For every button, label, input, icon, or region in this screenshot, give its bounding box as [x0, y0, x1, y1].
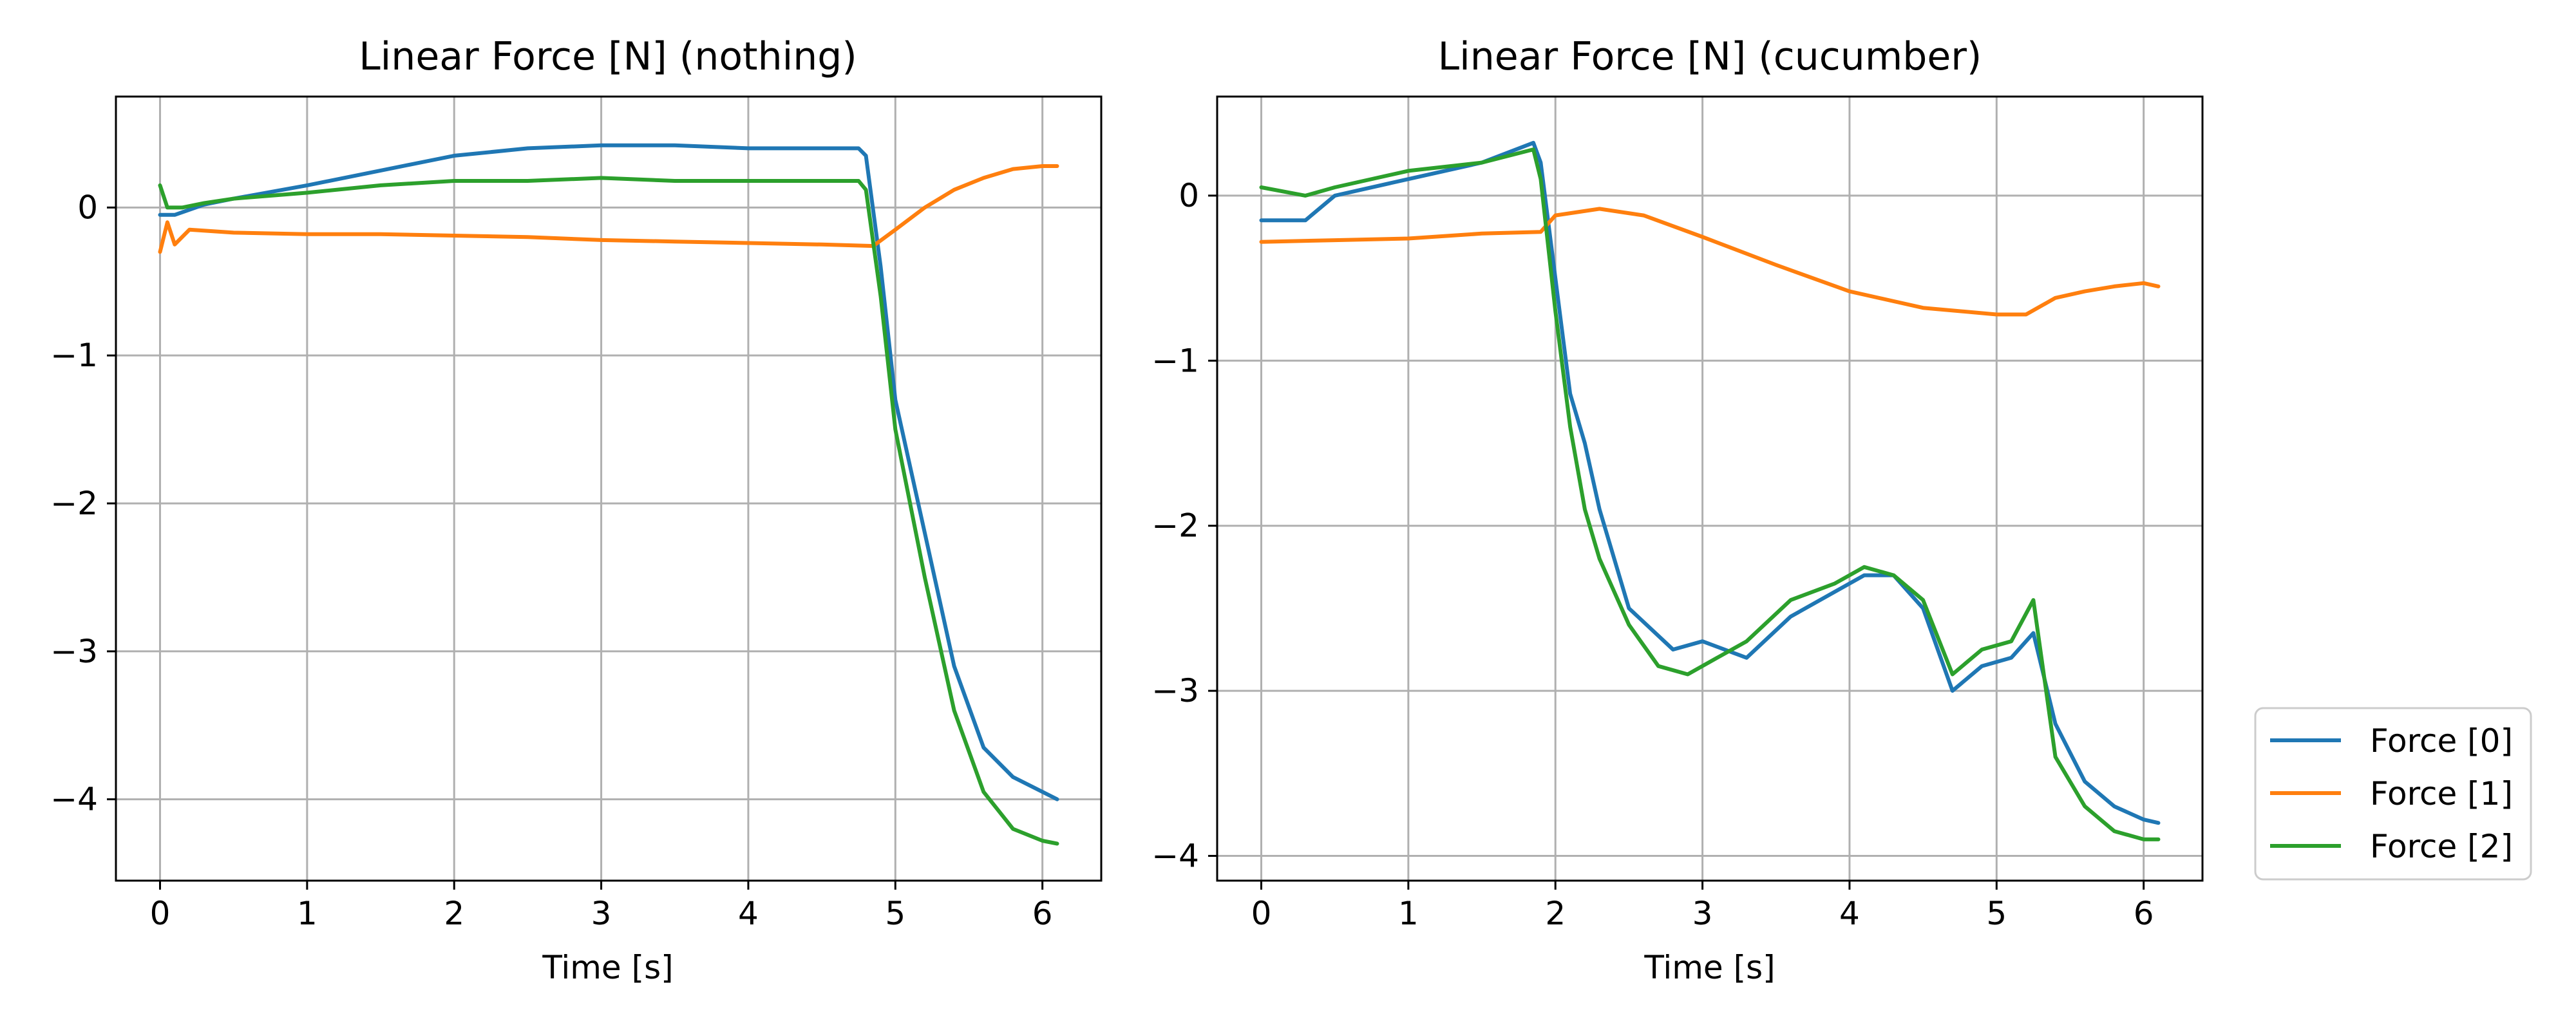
plot-area [158, 143, 1059, 846]
legend-entry: Force [1] [2270, 775, 2513, 812]
x-tick-label: 2 [1545, 895, 1566, 932]
x-tick-label: 3 [1692, 895, 1713, 932]
grid [1217, 97, 2202, 881]
chart-title: Linear Force [N] (nothing) [359, 34, 857, 79]
y-tick-label: −3 [1151, 672, 1199, 709]
series-line-force-1 [1259, 207, 2161, 317]
legend-entry: Force [0] [2270, 722, 2513, 760]
legend: Force [0] Force [1] Force [2] [2254, 707, 2532, 881]
x-tick-label: 0 [150, 895, 171, 932]
y-tick-label: −2 [1151, 507, 1199, 545]
y-tick-label: −3 [50, 633, 98, 670]
y-tick-label: −2 [50, 485, 98, 522]
plot-area [1259, 140, 2161, 841]
axes-frame [1216, 95, 2204, 882]
series-line-force-2 [158, 176, 1059, 846]
x-tick-label: 5 [885, 895, 905, 932]
x-tick-label: 1 [1398, 895, 1419, 932]
axes: 0 1 2 3 4 5 6 0 −1 −2 −3 −4 [50, 95, 1103, 932]
series-line-force-1 [158, 164, 1059, 254]
x-tick-label: 6 [2134, 895, 2154, 932]
legend-frame [2254, 707, 2532, 881]
x-tick-label: 4 [738, 895, 759, 932]
grid [116, 97, 1101, 881]
y-tick-label: 0 [77, 189, 98, 226]
axes-frame [115, 95, 1103, 882]
x-axis-label: Time [s] [542, 949, 673, 986]
legend-entry: Force [2] [2270, 828, 2513, 865]
x-tick-label: 0 [1251, 895, 1272, 932]
series-line-force-0 [1259, 140, 2161, 825]
y-tick-label: −4 [50, 781, 98, 818]
y-tick-label: −1 [50, 337, 98, 374]
x-tick-label: 4 [1839, 895, 1860, 932]
x-tick-label: 2 [444, 895, 464, 932]
y-tick-label: −1 [1151, 342, 1199, 379]
x-axis-label: Time [s] [1643, 949, 1775, 986]
chart-panel-nothing: 0 1 2 3 4 5 6 0 −1 −2 −3 −4 Linear Force [N] (nothi… [50, 34, 1103, 986]
chart-panel-cucumber: 0 1 2 3 4 5 6 0 −1 −2 −3 −4 Linear Force [N] (cucum… [1151, 34, 2204, 986]
legend-label: Force [0] [2370, 722, 2513, 760]
x-tick-label: 5 [1986, 895, 2007, 932]
series-line-force-2 [1259, 147, 2161, 841]
legend-label: Force [2] [2370, 828, 2513, 865]
y-tick-label: 0 [1179, 177, 1199, 214]
chart-title: Linear Force [N] (cucumber) [1438, 34, 1982, 79]
x-tick-label: 6 [1032, 895, 1053, 932]
axes: 0 1 2 3 4 5 6 0 −1 −2 −3 −4 [1151, 95, 2204, 932]
legend-label: Force [1] [2370, 775, 2513, 812]
x-tick-label: 3 [591, 895, 612, 932]
series-line-force-0 [158, 143, 1059, 801]
x-tick-label: 1 [297, 895, 317, 932]
y-tick-label: −4 [1151, 838, 1199, 875]
